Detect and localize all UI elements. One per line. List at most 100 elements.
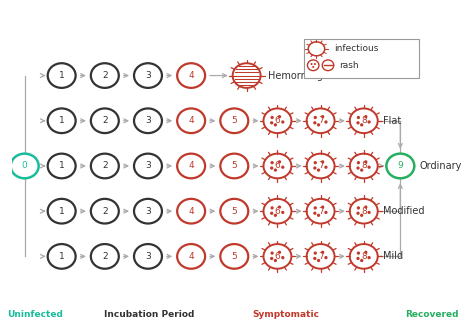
Ellipse shape <box>91 109 119 133</box>
Text: 2: 2 <box>102 162 108 171</box>
Ellipse shape <box>91 63 119 88</box>
Text: 9: 9 <box>398 162 403 171</box>
Text: 1: 1 <box>59 207 64 216</box>
Ellipse shape <box>233 63 261 88</box>
Circle shape <box>314 116 317 119</box>
Ellipse shape <box>350 244 378 269</box>
Circle shape <box>274 168 277 172</box>
Circle shape <box>317 259 320 262</box>
Circle shape <box>324 166 328 169</box>
Text: 3: 3 <box>145 162 151 171</box>
Text: 7: 7 <box>318 252 323 261</box>
Text: 1: 1 <box>59 252 64 261</box>
Text: 2: 2 <box>102 116 108 125</box>
Ellipse shape <box>308 42 325 56</box>
Circle shape <box>314 161 317 164</box>
Circle shape <box>278 251 281 254</box>
Circle shape <box>274 214 277 217</box>
Circle shape <box>324 120 328 124</box>
Text: 7: 7 <box>318 116 323 125</box>
Circle shape <box>357 161 360 164</box>
Circle shape <box>278 160 281 163</box>
Text: 7: 7 <box>318 162 323 171</box>
Circle shape <box>317 214 320 217</box>
Text: 5: 5 <box>231 207 237 216</box>
Text: 1: 1 <box>59 162 64 171</box>
Text: rash: rash <box>339 61 359 70</box>
Text: 5: 5 <box>231 162 237 171</box>
Text: Mild: Mild <box>383 251 403 261</box>
Text: 0: 0 <box>22 162 27 171</box>
Text: 8: 8 <box>361 252 366 261</box>
Ellipse shape <box>134 244 162 269</box>
Text: Incubation Period: Incubation Period <box>104 310 194 319</box>
Circle shape <box>364 115 367 118</box>
Text: 6: 6 <box>274 207 280 216</box>
Circle shape <box>356 166 360 170</box>
Ellipse shape <box>350 199 378 224</box>
Circle shape <box>281 211 284 214</box>
Ellipse shape <box>134 199 162 224</box>
Circle shape <box>270 166 273 170</box>
Ellipse shape <box>220 199 248 224</box>
Circle shape <box>274 123 277 127</box>
Circle shape <box>313 166 317 170</box>
Ellipse shape <box>307 244 335 269</box>
FancyBboxPatch shape <box>304 38 419 78</box>
Ellipse shape <box>134 154 162 178</box>
Text: 6: 6 <box>274 252 280 261</box>
Ellipse shape <box>177 154 205 178</box>
Text: 6: 6 <box>274 116 280 125</box>
Ellipse shape <box>220 109 248 133</box>
Circle shape <box>321 115 324 118</box>
Ellipse shape <box>308 60 319 71</box>
Circle shape <box>274 259 277 262</box>
Circle shape <box>278 205 281 209</box>
Circle shape <box>357 252 360 255</box>
Ellipse shape <box>220 154 248 178</box>
Circle shape <box>271 116 274 119</box>
Text: 2: 2 <box>102 252 108 261</box>
Text: Modified: Modified <box>383 206 424 216</box>
Text: 4: 4 <box>188 162 194 171</box>
Circle shape <box>271 206 274 210</box>
Circle shape <box>360 123 364 127</box>
Circle shape <box>314 206 317 210</box>
Circle shape <box>356 121 360 124</box>
Ellipse shape <box>91 244 119 269</box>
Circle shape <box>356 212 360 215</box>
Text: 8: 8 <box>361 116 366 125</box>
Text: 4: 4 <box>188 207 194 216</box>
Ellipse shape <box>11 154 39 178</box>
Text: 8: 8 <box>361 207 366 216</box>
Ellipse shape <box>177 63 205 88</box>
Circle shape <box>324 256 328 259</box>
Text: Symptomatic: Symptomatic <box>253 310 319 319</box>
Text: 6: 6 <box>274 162 280 171</box>
Ellipse shape <box>307 109 335 133</box>
Text: 3: 3 <box>145 71 151 80</box>
Text: Ordinary: Ordinary <box>419 161 462 171</box>
Circle shape <box>281 256 284 259</box>
Circle shape <box>364 160 367 163</box>
Circle shape <box>271 161 274 164</box>
Circle shape <box>281 166 284 169</box>
Circle shape <box>317 168 320 172</box>
Ellipse shape <box>134 63 162 88</box>
Ellipse shape <box>177 109 205 133</box>
Text: 7: 7 <box>318 207 323 216</box>
Text: Recovered: Recovered <box>405 310 459 319</box>
Ellipse shape <box>350 109 378 133</box>
Ellipse shape <box>307 199 335 224</box>
Circle shape <box>314 252 317 255</box>
Circle shape <box>321 160 324 163</box>
Circle shape <box>271 252 274 255</box>
Circle shape <box>367 211 371 214</box>
Ellipse shape <box>91 199 119 224</box>
Text: 8: 8 <box>361 162 366 171</box>
Ellipse shape <box>48 154 76 178</box>
Ellipse shape <box>322 60 334 71</box>
Circle shape <box>312 66 314 68</box>
Circle shape <box>270 212 273 215</box>
Circle shape <box>360 259 364 262</box>
